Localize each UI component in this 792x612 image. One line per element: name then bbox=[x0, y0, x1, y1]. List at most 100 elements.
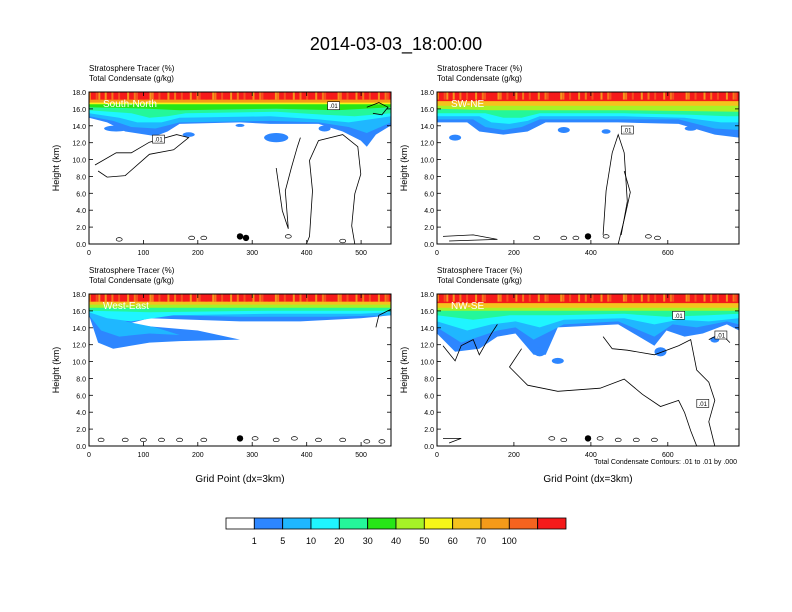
contour-label: .01 bbox=[329, 104, 338, 110]
y-tick-label: 10.0 bbox=[420, 360, 434, 367]
y-tick-label: 0.0 bbox=[424, 444, 434, 451]
condensate-contour bbox=[306, 134, 362, 244]
y-tick-label: 8.0 bbox=[76, 376, 86, 383]
tracer-streak bbox=[499, 294, 502, 302]
tracer-streak bbox=[609, 294, 612, 302]
panel-1: .01 .01 Stratosphere Tracer (%)Total Conde… bbox=[51, 64, 392, 257]
tracer-streak bbox=[227, 92, 230, 100]
y-axis-label: Height (km) bbox=[399, 145, 409, 192]
tracer-patch bbox=[654, 347, 667, 357]
tracer-streak bbox=[299, 92, 302, 100]
tracer-streak bbox=[174, 92, 177, 100]
tracer-streak bbox=[149, 92, 152, 100]
tracer-streak bbox=[118, 294, 121, 302]
condensate-contour bbox=[375, 308, 391, 328]
tracer-streak bbox=[560, 92, 563, 100]
tracer-streak bbox=[468, 92, 471, 100]
colorbar-swatch bbox=[452, 517, 482, 530]
tracer-streak bbox=[321, 294, 324, 302]
plot-area bbox=[89, 294, 391, 446]
tracer-streak bbox=[672, 294, 675, 302]
tracer-streak bbox=[569, 294, 572, 302]
tracer-streak bbox=[315, 294, 318, 302]
tracer-band-1 bbox=[89, 309, 391, 349]
y-tick-label: 14.0 bbox=[420, 326, 434, 333]
tracer-streak bbox=[355, 92, 358, 100]
tracer-streak bbox=[685, 92, 688, 100]
panel-label: NW-SE bbox=[451, 301, 484, 312]
tracer-band-6 bbox=[437, 301, 739, 308]
tracer-streak bbox=[452, 294, 455, 302]
y-tick-label: 2.0 bbox=[424, 225, 434, 232]
tracer-streak bbox=[353, 294, 356, 302]
tracer-streak bbox=[616, 294, 619, 302]
tracer-streak bbox=[89, 92, 91, 100]
tracer-streak bbox=[669, 294, 672, 302]
tracer-streak bbox=[546, 294, 549, 302]
plot-area: .01 .01 bbox=[89, 92, 391, 244]
tracer-streak bbox=[506, 294, 509, 302]
tracer-streak bbox=[91, 294, 94, 302]
condensate-contour bbox=[442, 324, 498, 362]
x-axis-label: Grid Point (dx=3km) bbox=[195, 474, 284, 485]
y-tick-label: 4.0 bbox=[76, 208, 86, 215]
tracer-streak bbox=[230, 294, 233, 302]
tracer-streak bbox=[584, 294, 587, 302]
condensate-contour-small bbox=[654, 235, 661, 241]
y-axis-label: Height (km) bbox=[51, 347, 61, 394]
condensate-contour-small bbox=[315, 437, 322, 443]
condensate-contour bbox=[94, 134, 190, 178]
condensate-contour-small bbox=[97, 437, 105, 443]
tracer-streak bbox=[725, 294, 728, 302]
y-tick-label: 14.0 bbox=[420, 124, 434, 131]
tracer-streak bbox=[330, 294, 333, 302]
tracer-streak bbox=[308, 294, 311, 302]
condensate-contour bbox=[508, 348, 698, 446]
tracer-streak bbox=[127, 92, 130, 100]
tracer-streak bbox=[546, 92, 549, 100]
tracer-streak bbox=[337, 92, 340, 100]
tracer-streak bbox=[654, 294, 657, 302]
tracer-streak bbox=[315, 92, 318, 100]
tracer-streak bbox=[716, 92, 719, 100]
contour-label: .01 bbox=[623, 129, 632, 135]
panel-label: SW-NE bbox=[451, 99, 484, 110]
tracer-streak bbox=[531, 92, 533, 100]
tracer-streak bbox=[243, 92, 246, 100]
tracer-streak bbox=[292, 92, 295, 100]
tracer-streak bbox=[214, 92, 217, 100]
tracer-streak bbox=[104, 92, 107, 100]
tracer-streak bbox=[719, 294, 722, 302]
tracer-streak bbox=[638, 92, 641, 100]
y-tick-label: 8.0 bbox=[424, 174, 434, 181]
condensate-contour-small bbox=[560, 437, 568, 443]
tracer-streak bbox=[578, 92, 581, 100]
tracer-streak bbox=[277, 92, 280, 100]
tracer-streak bbox=[167, 294, 170, 302]
tracer-streak bbox=[701, 294, 704, 302]
plot-frame bbox=[436, 91, 740, 245]
tracer-streak bbox=[368, 294, 371, 302]
tracer-streak bbox=[481, 92, 484, 100]
x-tick-label: 300 bbox=[246, 250, 258, 257]
condensate-contour-small bbox=[560, 235, 568, 241]
tracer-patch bbox=[264, 133, 289, 143]
tracer-streak bbox=[685, 294, 688, 302]
tracer-streak bbox=[560, 294, 563, 302]
tracer-streak bbox=[499, 92, 502, 100]
condensate-contour-small bbox=[339, 437, 347, 443]
tracer-streak bbox=[243, 294, 246, 302]
condensate-contour-small bbox=[596, 436, 604, 441]
tracer-streak bbox=[259, 294, 262, 302]
tracer-streak bbox=[443, 294, 446, 302]
tracer-streak bbox=[261, 92, 264, 100]
condensate-contour bbox=[602, 336, 716, 446]
colorbar-label: 5 bbox=[280, 536, 285, 546]
tracer-streak bbox=[245, 92, 248, 100]
tracer-streak bbox=[450, 294, 453, 302]
tracer-streak bbox=[484, 92, 486, 100]
y-tick-label: 2.0 bbox=[424, 427, 434, 434]
condensate-contour-small bbox=[158, 437, 165, 443]
tracer-streak bbox=[631, 294, 634, 302]
tracer-streak bbox=[346, 92, 349, 100]
